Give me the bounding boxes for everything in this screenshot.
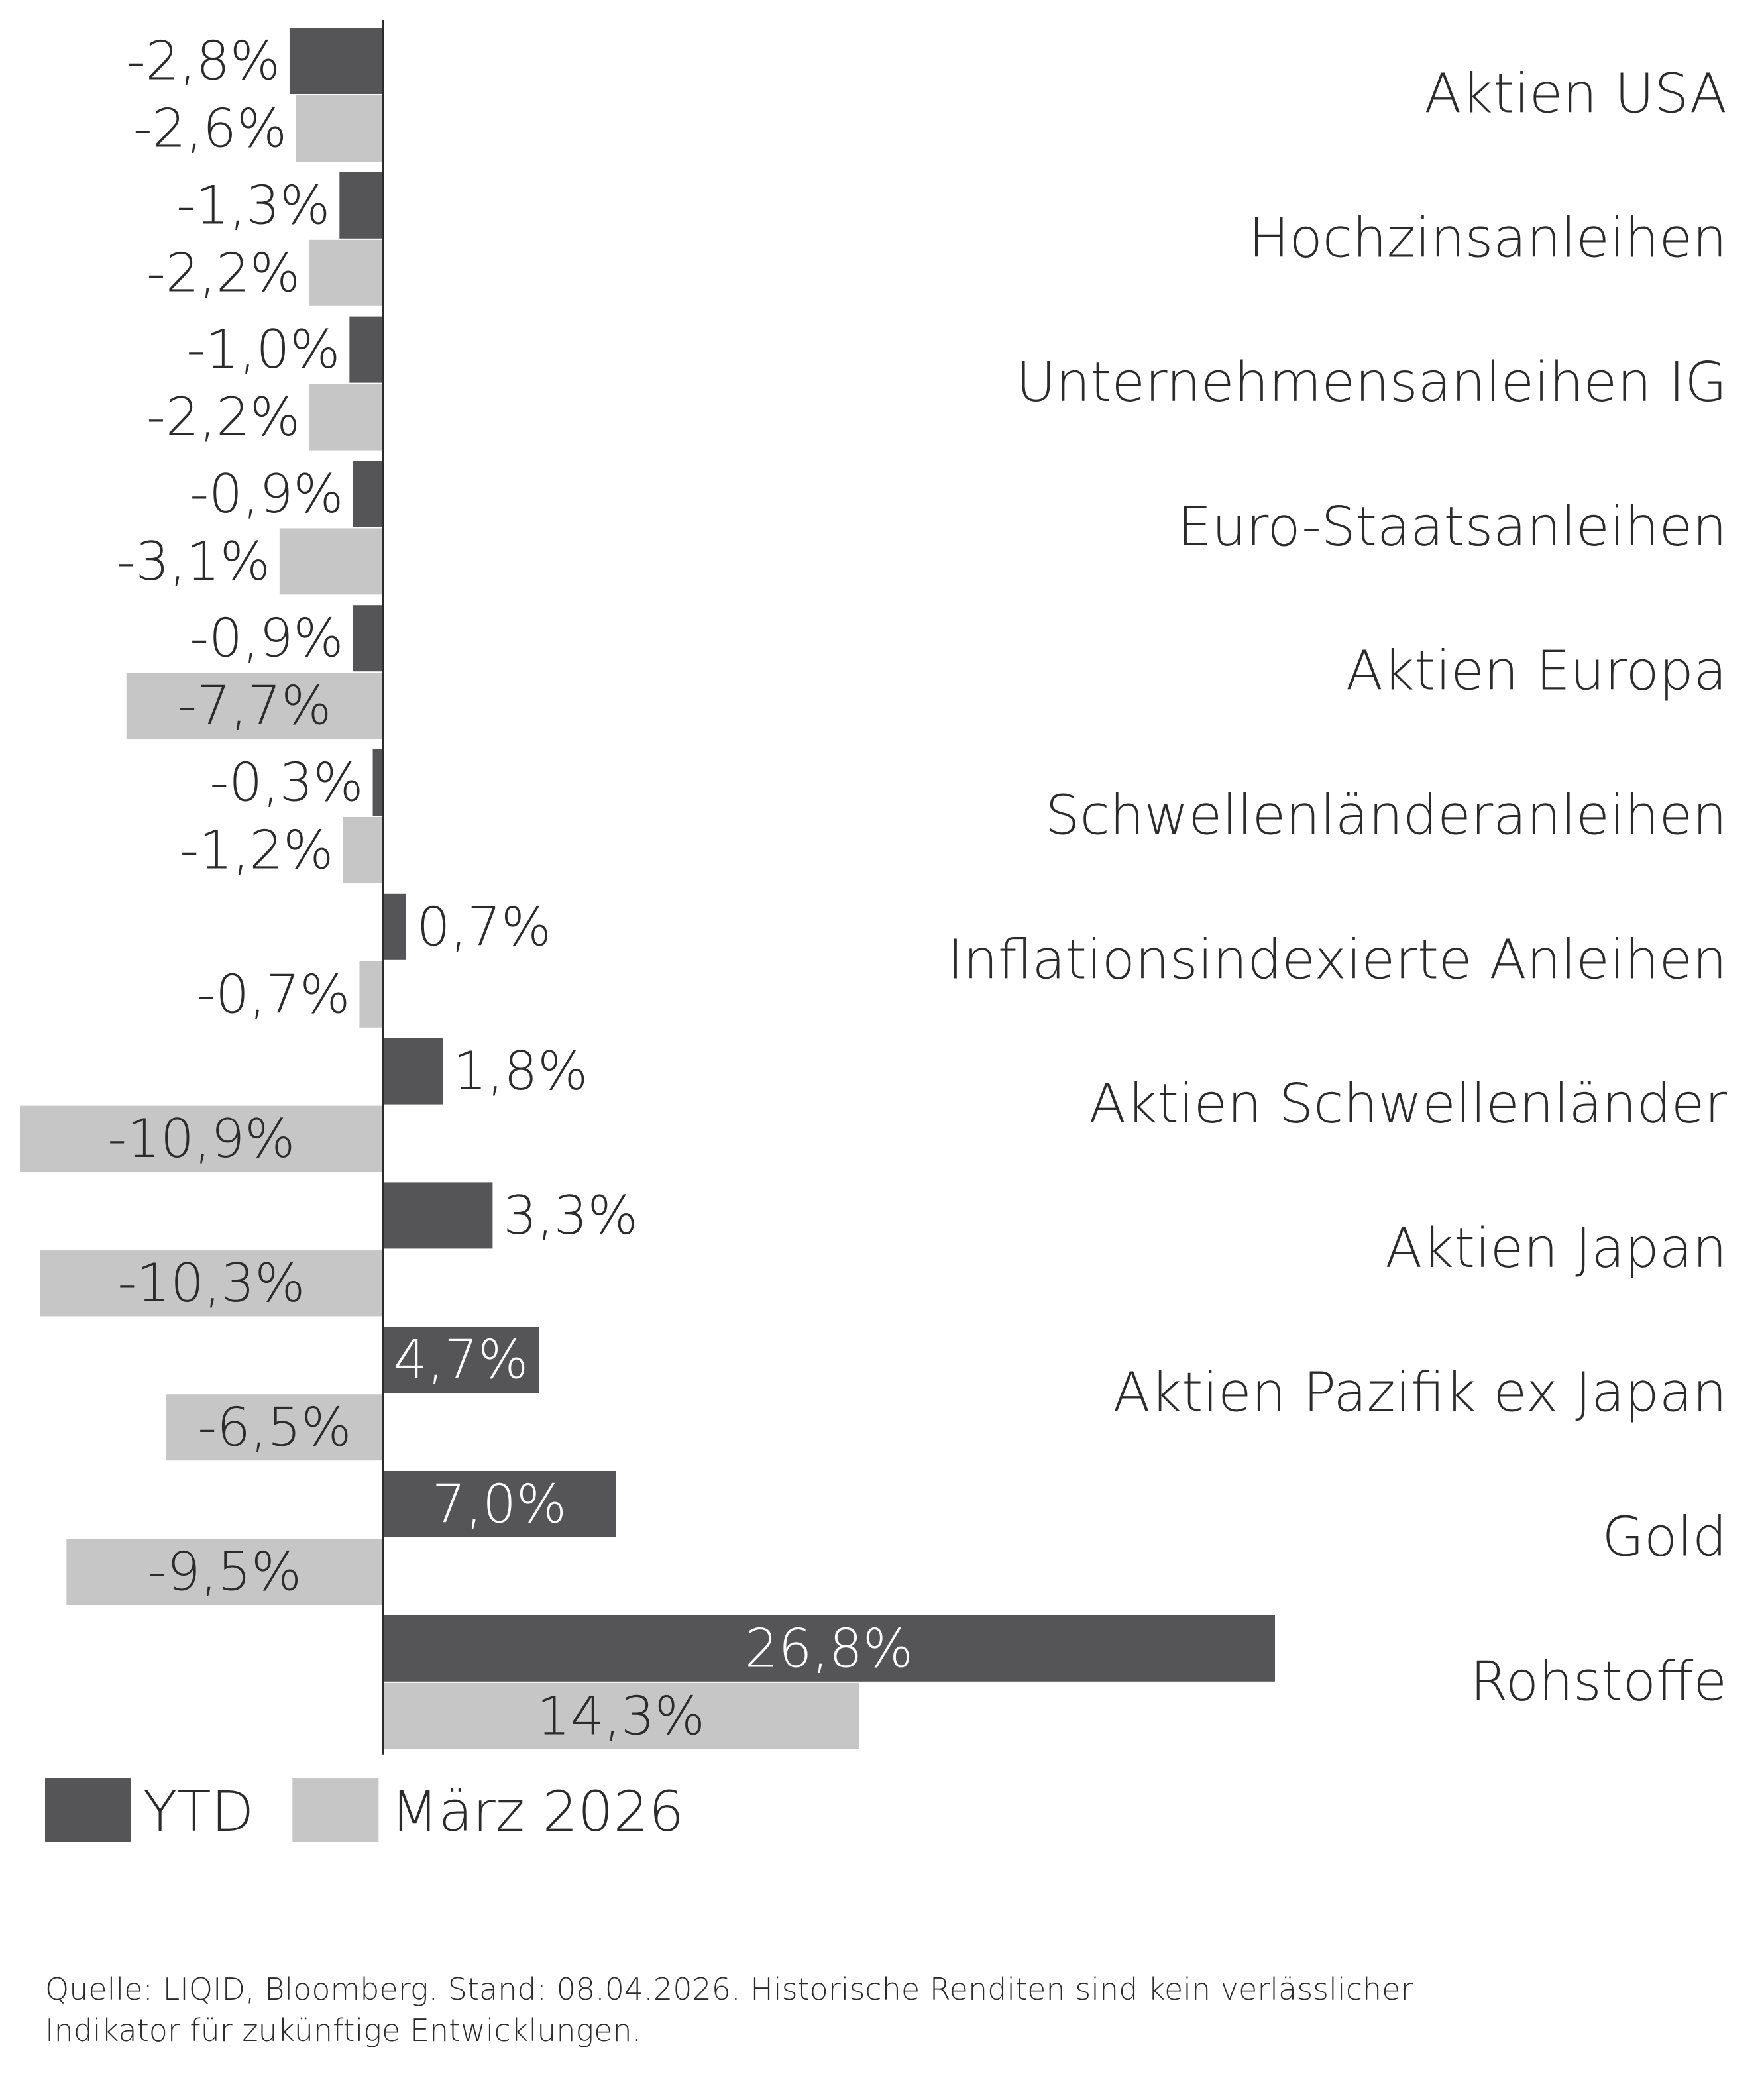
value-label: -7,7%	[178, 675, 331, 737]
bar	[309, 384, 383, 451]
value-label: -1,2%	[180, 820, 333, 881]
bar	[382, 1682, 859, 1749]
bar	[279, 528, 383, 595]
bar	[126, 673, 383, 739]
bar	[296, 95, 383, 162]
legend-label: März 2026	[390, 1779, 684, 1844]
value-label: -0,9%	[190, 608, 343, 669]
category-label: Schwellenländeranleihen	[1046, 785, 1727, 847]
category-label: Aktien Japan	[1385, 1217, 1727, 1280]
bar	[66, 1539, 383, 1605]
value-label: -2,2%	[146, 242, 300, 303]
value-label: -2,8%	[127, 30, 280, 92]
bar	[20, 1105, 383, 1172]
value-label: -0,9%	[190, 463, 343, 525]
value-label: 4,7%	[394, 1329, 528, 1391]
bar	[372, 749, 383, 816]
value-label: -10,9%	[107, 1108, 295, 1170]
value-label: 14,3%	[537, 1685, 705, 1747]
bar	[382, 893, 406, 960]
bar	[40, 1250, 383, 1317]
bar	[353, 461, 383, 527]
bar	[359, 961, 383, 1028]
bar	[339, 172, 383, 239]
value-label: 1,8%	[453, 1040, 588, 1102]
value-label: 26,8%	[745, 1617, 913, 1679]
bar	[382, 1182, 493, 1249]
bar	[349, 316, 383, 383]
category-label: Gold	[1602, 1506, 1727, 1569]
value-label: -1,0%	[186, 319, 340, 380]
category-label: Inflationsindexierte Anleihen	[948, 928, 1727, 991]
category-label: Aktien USA	[1424, 63, 1727, 126]
category-label: Unternehmensanleihen IG	[1016, 351, 1727, 414]
value-label: -6,5%	[197, 1397, 351, 1458]
source-line: Indikator für zukünftige Entwicklungen.	[45, 2012, 641, 2048]
value-label: -2,6%	[133, 98, 287, 160]
bar	[309, 239, 383, 306]
bar	[382, 1327, 539, 1393]
category-label: Rohstoffe	[1470, 1650, 1727, 1713]
value-label: -0,7%	[196, 963, 350, 1025]
category-label: Aktien Pazifik ex Japan	[1113, 1362, 1727, 1425]
value-label: -2,2%	[146, 386, 300, 448]
bar	[382, 1471, 616, 1537]
category-label: Euro-Staatsanleihen	[1178, 496, 1727, 559]
value-label: -3,1%	[117, 531, 270, 592]
value-label: 0,7%	[417, 896, 551, 957]
category-label: Aktien Europa	[1346, 640, 1727, 703]
bar	[382, 1038, 443, 1105]
bar	[289, 28, 383, 94]
value-label: -9,5%	[148, 1541, 302, 1603]
bar	[382, 1615, 1276, 1682]
category-label: Aktien Schwellenländer	[1089, 1073, 1727, 1136]
value-label: -0,3%	[209, 752, 363, 814]
value-label: -10,3%	[117, 1252, 305, 1314]
value-label: 3,3%	[503, 1185, 637, 1246]
bar	[353, 605, 383, 672]
category-label: Hochzinsanleihen	[1248, 207, 1727, 270]
legend-swatch	[292, 1778, 379, 1842]
value-label: -1,3%	[176, 174, 330, 236]
bar	[166, 1394, 383, 1461]
legend-label: YTD	[143, 1779, 254, 1844]
legend-swatch	[45, 1778, 131, 1842]
bar	[343, 817, 383, 883]
value-label: 7,0%	[432, 1474, 567, 1535]
source-line: Quelle: LIQID, Bloomberg. Stand: 08.04.2…	[45, 1971, 1413, 2007]
